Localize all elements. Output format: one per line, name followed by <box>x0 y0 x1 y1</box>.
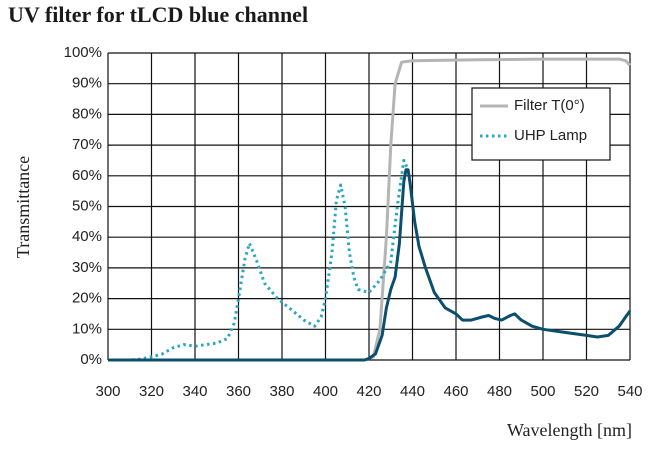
legend-box <box>471 87 611 161</box>
legend-label: Filter T(0°) <box>514 97 585 114</box>
x-tick-label: 520 <box>574 383 599 400</box>
y-tick-label: 40% <box>72 228 102 245</box>
x-axis-label: Wavelength [nm] <box>507 420 632 440</box>
x-tick-label: 480 <box>487 383 512 400</box>
x-tick-label: 340 <box>182 383 207 400</box>
x-tick-label: 500 <box>530 383 555 400</box>
y-tick-label: 10% <box>72 320 102 337</box>
y-tick-label: 100% <box>64 44 102 61</box>
chart-title: UV filter for tLCD blue channel <box>8 2 308 27</box>
x-tick-label: 460 <box>443 383 468 400</box>
y-tick-label: 0% <box>80 351 102 368</box>
x-tick-label: 540 <box>617 383 642 400</box>
series-line <box>108 168 632 362</box>
y-tick-label: 70% <box>72 136 102 153</box>
x-tick-label: 440 <box>400 383 425 400</box>
y-tick-label: 60% <box>72 167 102 184</box>
x-tick-label: 380 <box>269 383 294 400</box>
x-tick-label: 360 <box>226 383 251 400</box>
y-tick-label: 80% <box>72 105 102 122</box>
y-tick-label: 90% <box>72 75 102 92</box>
x-tick-label: 300 <box>95 383 120 400</box>
x-tick-label: 420 <box>356 383 381 400</box>
y-tick-label: 50% <box>72 197 102 214</box>
x-tick-label: 320 <box>139 383 164 400</box>
x-tick-label: 400 <box>313 383 338 400</box>
series-line <box>108 158 410 362</box>
y-tick-label: 20% <box>72 290 102 307</box>
legend-label: UHP Lamp <box>514 127 587 144</box>
y-tick-label: 30% <box>72 259 102 276</box>
y-axis-label: Transmittance <box>13 156 33 258</box>
